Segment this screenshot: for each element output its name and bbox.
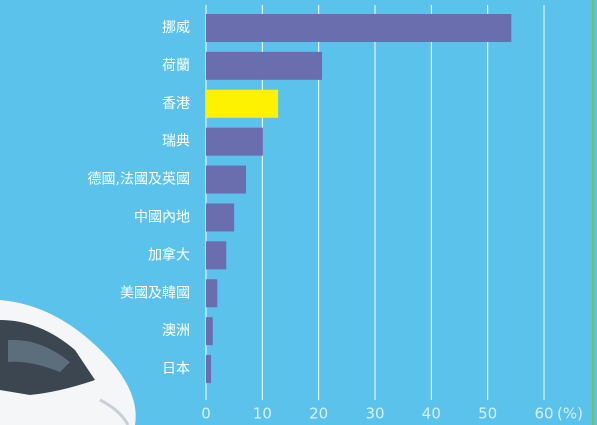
x-tick-label: 10	[253, 405, 272, 423]
category-label: 日本	[162, 361, 190, 377]
x-axis-label: (%)	[557, 405, 583, 423]
bar	[206, 13, 512, 42]
category-label: 澳洲	[162, 323, 190, 339]
x-tick-label: 50	[478, 405, 497, 423]
x-tick-label: 30	[365, 405, 384, 423]
x-tick-label: 40	[422, 405, 441, 423]
category-label: 美國及韓國	[120, 285, 190, 301]
category-label: 挪威	[162, 20, 190, 36]
bar	[206, 317, 213, 346]
bar	[206, 279, 218, 308]
bar	[206, 51, 323, 80]
category-label: 加拿大	[148, 246, 190, 263]
bar	[206, 203, 235, 232]
car-illustration	[0, 300, 136, 425]
category-label: 中國內地	[134, 209, 190, 225]
x-tick-label: 20	[309, 405, 328, 423]
x-tick-label: 0	[201, 405, 211, 423]
category-label: 荷蘭	[162, 58, 190, 74]
bar	[206, 165, 246, 194]
category-label: 德國,法國及英國	[88, 171, 190, 188]
bar	[206, 355, 212, 384]
category-label: 瑞典	[162, 134, 190, 150]
category-label: 香港	[162, 96, 190, 112]
bar	[206, 89, 279, 118]
bar	[206, 241, 227, 270]
bar	[206, 127, 263, 156]
x-tick-label: 60	[534, 405, 553, 423]
